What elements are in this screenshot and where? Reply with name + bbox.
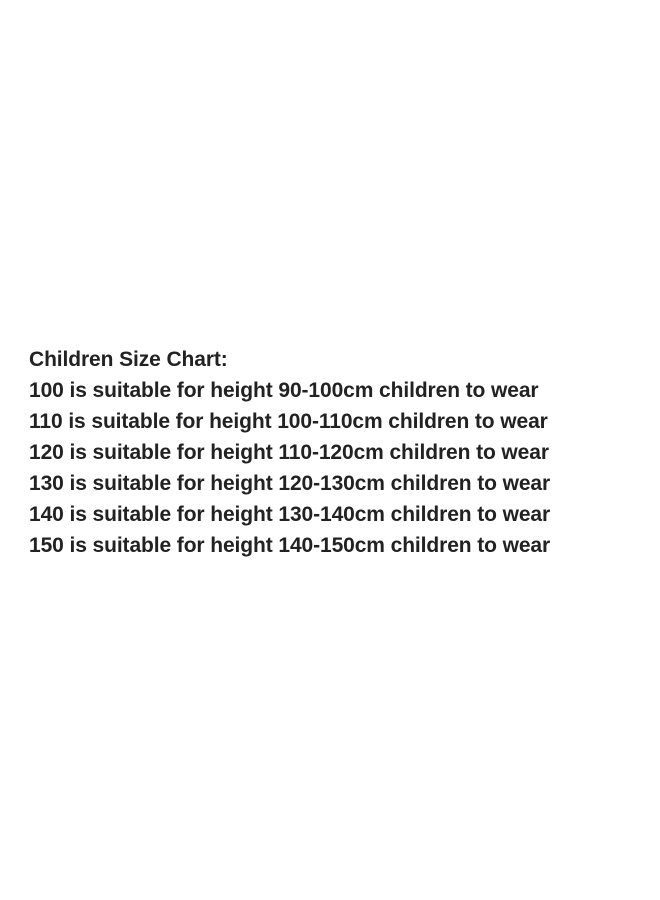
size-chart: Children Size Chart: 100 is suitable for…: [29, 344, 550, 561]
size-chart-title: Children Size Chart:: [29, 348, 228, 371]
size-line-100: 100 is suitable for height 90-100cm chil…: [29, 379, 539, 402]
size-line-110: 110 is suitable for height 100-110cm chi…: [29, 410, 548, 433]
size-line-130: 130 is suitable for height 120-130cm chi…: [29, 472, 551, 495]
size-line-140: 140 is suitable for height 130-140cm chi…: [29, 503, 551, 526]
size-line-150: 150 is suitable for height 140-150cm chi…: [29, 534, 551, 557]
size-line-120: 120 is suitable for height 110-120cm chi…: [29, 441, 549, 464]
